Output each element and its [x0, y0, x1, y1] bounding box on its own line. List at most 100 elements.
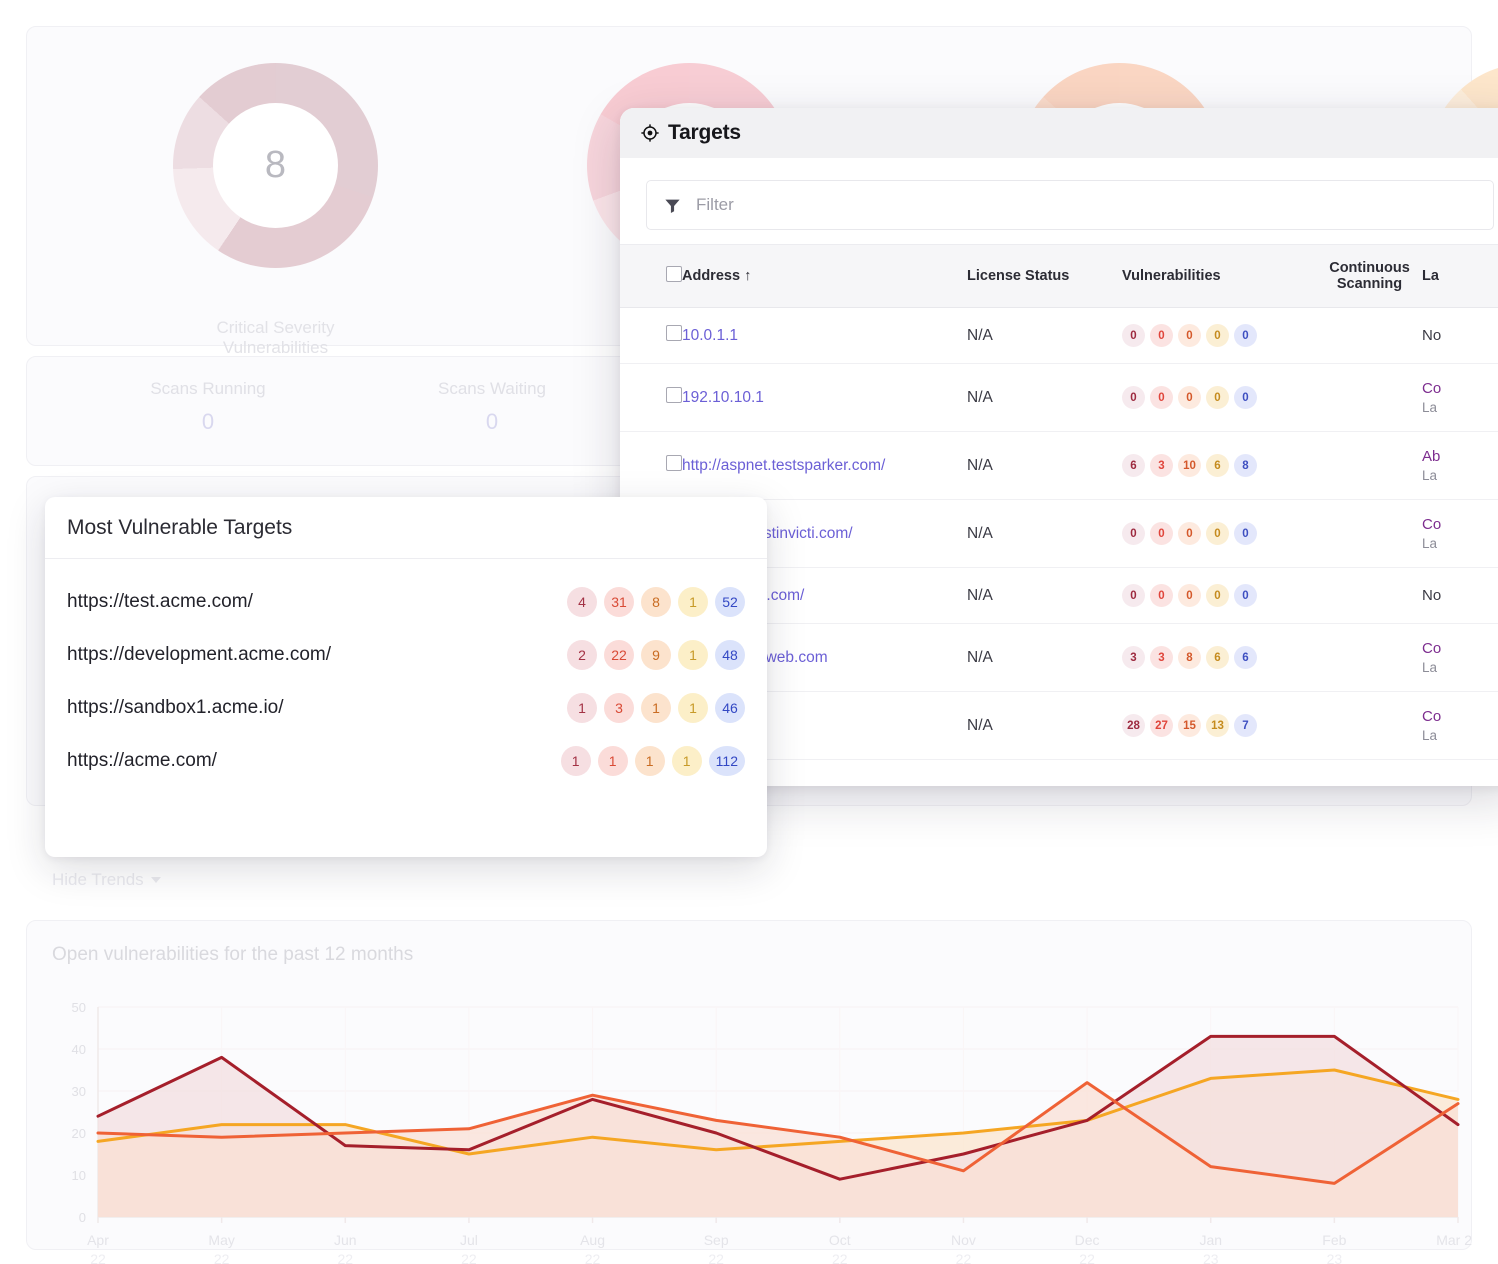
scans-running-stat: Scans Running 0	[108, 379, 308, 435]
chevron-down-icon	[150, 877, 161, 883]
svg-text:10: 10	[72, 1168, 86, 1183]
vulnerability-count-badge: 28	[1122, 714, 1145, 737]
most-vulnerable-targets-header: Most Vulnerable Targets	[45, 497, 767, 559]
table-row[interactable]: 10.0.1.1 N/A 0 0 0 0 0 No	[620, 307, 1498, 364]
filter-input[interactable]: Filter	[696, 195, 734, 214]
vulnerability-count-badge: 27	[1150, 714, 1173, 737]
column-header-vulnerabilities[interactable]: Vulnerabilities	[1122, 244, 1317, 308]
cell-last-scan: Co La	[1422, 363, 1498, 432]
cell-address[interactable]: http://aspnet.testsparker.com/	[682, 431, 967, 500]
scans-waiting-value: 0	[485, 409, 499, 434]
svg-text:23: 23	[1327, 1251, 1343, 1264]
line-high	[96, 1081, 1460, 1185]
scans-waiting-stat: Scans Waiting 0	[392, 379, 592, 435]
target-url[interactable]: https://sandbox1.acme.io/	[67, 696, 284, 718]
license-status-value: N/A	[967, 648, 993, 666]
svg-text:50: 50	[72, 1000, 86, 1015]
vulnerability-count-badge: 15	[1178, 714, 1201, 737]
row-checkbox-cell[interactable]	[620, 363, 682, 432]
chart-areas	[98, 1036, 1458, 1217]
vulnerability-badges: 2 22 9 1 48	[567, 639, 745, 670]
target-address-link[interactable]: 192.10.10.1	[682, 388, 764, 406]
vulnerability-count-badge: 48	[715, 639, 745, 670]
column-header-continuous-scanning[interactable]: Continuous Scanning	[1317, 244, 1422, 308]
svg-text:0: 0	[79, 1210, 86, 1225]
target-url[interactable]: https://acme.com/	[67, 749, 217, 771]
vulnerability-count-badge: 1	[678, 586, 708, 617]
row-checkbox[interactable]	[666, 455, 682, 471]
table-row[interactable]: 192.10.10.1 N/A 0 0 0 0 0 Co La	[620, 363, 1498, 432]
vulnerability-count-badge: 10	[1178, 454, 1201, 477]
row-checkbox[interactable]	[666, 325, 682, 341]
targets-panel-header: Targets	[620, 108, 1498, 158]
row-checkbox-cell[interactable]	[620, 307, 682, 364]
list-item[interactable]: https://sandbox1.acme.io/1 3 1 1 46	[45, 681, 767, 734]
last-scan-status: Ab	[1422, 448, 1441, 465]
list-item[interactable]: https://test.acme.com/4 31 8 1 52	[45, 575, 767, 628]
row-checkbox-cell[interactable]	[620, 431, 682, 500]
target-url[interactable]: https://test.acme.com/	[67, 590, 253, 612]
cell-license-status: N/A	[967, 363, 1122, 432]
chart-y-axis: 0 10 20 30 40 50	[72, 1000, 86, 1225]
chart-x-axis: Apr 22 May 22 Jun 22 Jul 22 Aug 22 Sep 22 Oct 22 Nov 22…	[87, 1217, 1472, 1264]
vulnerability-count-badge: 1	[678, 692, 708, 723]
column-header-address[interactable]: Address ↑	[682, 244, 967, 308]
vulnerability-count-badge: 0	[1206, 584, 1229, 607]
vulnerability-count-badge: 0	[1178, 584, 1201, 607]
vulnerability-badges: 6 3 10 6 8	[1122, 454, 1317, 477]
vulnerability-count-badge: 0	[1206, 522, 1229, 545]
hide-trends-toggle[interactable]: Hide Trends	[52, 870, 161, 890]
cell-last-scan: No	[1422, 567, 1498, 624]
vulnerability-count-badge: 8	[641, 586, 671, 617]
cell-continuous-scanning	[1317, 691, 1422, 760]
cell-license-status: N/A	[967, 691, 1122, 760]
vulnerability-count-badge: 7	[1234, 714, 1257, 737]
vulnerability-count-badge: 31	[604, 586, 634, 617]
svg-text:Jul: Jul	[460, 1232, 478, 1248]
target-url[interactable]: https://development.acme.com/	[67, 643, 332, 665]
last-scan-status: No	[1422, 327, 1442, 344]
svg-text:Oct: Oct	[829, 1232, 851, 1248]
svg-text:22: 22	[585, 1251, 601, 1264]
vulnerability-count-badge: 0	[1150, 584, 1173, 607]
donut-label: Critical Severity Vulnerabilities	[216, 318, 335, 357]
select-all-header[interactable]	[620, 244, 682, 308]
svg-text:Jun: Jun	[334, 1232, 357, 1248]
cell-address[interactable]: 10.0.1.1	[682, 307, 967, 364]
list-item[interactable]: https://acme.com/1 1 1 1 112	[45, 734, 767, 787]
vulnerability-count-badge: 0	[1122, 386, 1145, 409]
svg-text:Dec: Dec	[1075, 1232, 1100, 1248]
vulnerability-count-badge: 46	[715, 692, 745, 723]
cell-address[interactable]: 192.10.10.1	[682, 363, 967, 432]
svg-text:May: May	[208, 1232, 234, 1248]
vulnerability-count-badge: 1	[671, 745, 702, 776]
filter-input-wrapper[interactable]: Filter	[646, 180, 1494, 230]
vulnerability-count-badge: 1	[597, 745, 628, 776]
table-row[interactable]: http://aspnet.testsparker.com/N/A 6 3 10 6 8 A…	[620, 431, 1498, 500]
select-all-checkbox[interactable]	[666, 266, 682, 282]
last-scan-detail: La	[1422, 728, 1438, 743]
cell-continuous-scanning	[1317, 307, 1422, 364]
svg-text:Sep: Sep	[704, 1232, 729, 1248]
vulnerability-count-badge: 0	[1234, 522, 1257, 545]
column-header-license-status[interactable]: License Status	[967, 244, 1122, 308]
license-status-value: N/A	[967, 388, 993, 406]
target-address-link[interactable]: http://aspnet.testsparker.com/	[682, 456, 886, 474]
row-checkbox[interactable]	[666, 387, 682, 403]
svg-text:40: 40	[72, 1042, 86, 1057]
vulnerability-count-badge: 0	[1206, 324, 1229, 347]
list-item[interactable]: https://development.acme.com/2 22 9 1 48	[45, 628, 767, 681]
svg-text:Aug: Aug	[580, 1232, 605, 1248]
donut-value: 8	[264, 144, 287, 186]
column-header-last-scan[interactable]: La	[1422, 244, 1498, 308]
cell-license-status: N/A	[967, 567, 1122, 624]
vulnerability-count-badge: 2	[567, 639, 597, 670]
target-address-link[interactable]: 10.0.1.1	[682, 326, 739, 344]
most-vulnerable-targets-title: Most Vulnerable Targets	[67, 515, 293, 539]
filter-funnel-icon	[665, 199, 680, 213]
